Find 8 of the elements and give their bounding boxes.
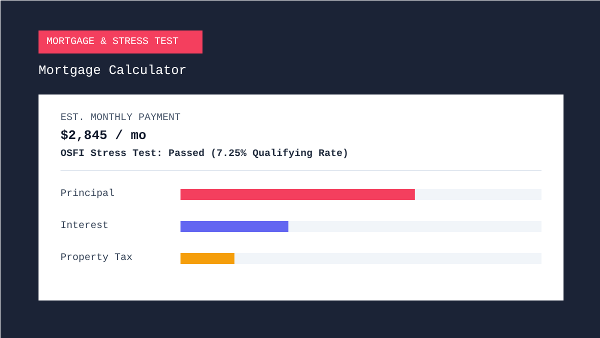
y-tick-label: Principal <box>60 188 115 200</box>
text: EST. MONTHLY PAYMENT <box>60 113 181 124</box>
text: MORTGAGE & STRESS TEST <box>46 37 179 48</box>
y-tick-label: Interest <box>60 221 109 232</box>
chart-title: Mortgage Calculator <box>38 63 187 78</box>
text: $2,845 / mo <box>60 128 147 143</box>
y-tick-label: Property Tax <box>60 253 133 264</box>
text: OSFI Stress Test: Passed (7.25% Qualifying Rate) <box>60 148 349 160</box>
